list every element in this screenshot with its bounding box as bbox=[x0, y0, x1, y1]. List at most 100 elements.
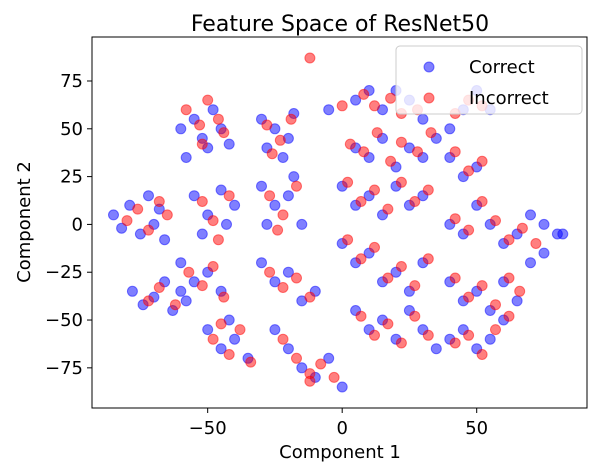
point-incorrect-101 bbox=[490, 324, 501, 336]
point-correct-117 bbox=[525, 257, 536, 269]
point-correct-52 bbox=[282, 266, 294, 278]
y-tick-label: 0 bbox=[72, 214, 83, 235]
point-incorrect-26 bbox=[215, 318, 227, 330]
point-incorrect-5 bbox=[143, 295, 154, 307]
point-correct-8 bbox=[126, 285, 138, 297]
point-correct-109 bbox=[525, 209, 536, 221]
point-correct-47 bbox=[296, 218, 308, 230]
point-correct-49 bbox=[288, 171, 300, 183]
point-incorrect-49 bbox=[385, 92, 397, 104]
point-correct-34 bbox=[215, 343, 227, 355]
point-incorrect-94 bbox=[476, 280, 488, 292]
point-correct-45 bbox=[269, 199, 281, 211]
point-incorrect-10 bbox=[202, 94, 214, 106]
point-incorrect-15 bbox=[207, 215, 219, 227]
point-incorrect-37 bbox=[291, 272, 302, 284]
point-correct-121 bbox=[484, 333, 496, 345]
point-correct-43 bbox=[277, 152, 289, 163]
point-incorrect-20 bbox=[207, 261, 219, 272]
point-incorrect-69 bbox=[382, 272, 394, 284]
point-incorrect-27 bbox=[261, 119, 273, 131]
x-axis-title: Component 1 bbox=[279, 442, 401, 463]
point-incorrect-7 bbox=[169, 299, 181, 311]
point-incorrect-77 bbox=[409, 310, 421, 322]
legend-box bbox=[395, 45, 583, 115]
legend-label-correct: Correct bbox=[469, 57, 535, 78]
point-incorrect-99 bbox=[463, 329, 475, 341]
point-incorrect-17 bbox=[212, 234, 224, 246]
point-incorrect-9 bbox=[194, 119, 206, 131]
point-correct-116 bbox=[511, 295, 523, 307]
point-incorrect-44 bbox=[304, 375, 316, 387]
legend: Correct Incorrect bbox=[395, 45, 583, 115]
y-axis-title: Component 2 bbox=[14, 161, 35, 283]
point-incorrect-28 bbox=[274, 134, 286, 146]
point-incorrect-71 bbox=[409, 280, 421, 292]
point-correct-44 bbox=[256, 180, 267, 192]
point-incorrect-16 bbox=[223, 190, 235, 202]
point-incorrect-25 bbox=[245, 356, 257, 368]
point-correct-32 bbox=[180, 295, 192, 307]
point-incorrect-23 bbox=[223, 349, 235, 360]
point-incorrect-86 bbox=[463, 224, 475, 236]
point-incorrect-102 bbox=[503, 310, 515, 322]
point-correct-62 bbox=[350, 94, 362, 106]
point-incorrect-100 bbox=[476, 349, 488, 360]
point-correct-51 bbox=[269, 276, 281, 288]
points-layer bbox=[108, 52, 569, 393]
point-incorrect-57 bbox=[412, 146, 423, 158]
point-incorrect-65 bbox=[422, 184, 434, 196]
point-incorrect-39 bbox=[277, 333, 289, 345]
point-correct-67 bbox=[417, 113, 429, 125]
point-correct-26 bbox=[196, 228, 208, 240]
point-incorrect-24 bbox=[234, 324, 246, 336]
point-correct-13 bbox=[175, 285, 187, 297]
point-incorrect-42 bbox=[315, 358, 327, 370]
point-incorrect-46 bbox=[336, 100, 348, 112]
point-incorrect-13 bbox=[218, 127, 230, 139]
point-incorrect-64 bbox=[409, 196, 421, 207]
point-incorrect-85 bbox=[449, 213, 461, 225]
point-incorrect-21 bbox=[218, 291, 230, 303]
point-incorrect-68 bbox=[369, 241, 380, 253]
point-incorrect-73 bbox=[355, 310, 367, 322]
point-correct-4 bbox=[143, 190, 154, 202]
point-incorrect-74 bbox=[369, 329, 380, 341]
point-incorrect-14 bbox=[196, 196, 208, 207]
point-incorrect-31 bbox=[264, 190, 276, 202]
point-correct-55 bbox=[269, 324, 281, 336]
point-correct-61 bbox=[323, 104, 335, 116]
point-correct-22 bbox=[188, 190, 200, 202]
point-incorrect-4 bbox=[161, 209, 173, 221]
point-incorrect-35 bbox=[264, 266, 276, 278]
point-incorrect-59 bbox=[342, 176, 354, 188]
point-correct-14 bbox=[175, 123, 187, 135]
point-incorrect-75 bbox=[382, 318, 394, 330]
point-incorrect-93 bbox=[463, 291, 475, 303]
point-incorrect-89 bbox=[503, 234, 515, 246]
point-incorrect-66 bbox=[342, 234, 354, 246]
point-incorrect-84 bbox=[476, 155, 488, 167]
y-tick-label: 50 bbox=[60, 119, 83, 140]
point-correct-125 bbox=[557, 228, 569, 240]
point-correct-95 bbox=[430, 343, 442, 355]
point-incorrect-32 bbox=[277, 209, 289, 221]
point-correct-50 bbox=[256, 257, 267, 269]
point-correct-1 bbox=[116, 222, 128, 234]
point-incorrect-47 bbox=[358, 88, 370, 100]
point-incorrect-54 bbox=[371, 127, 383, 139]
point-correct-24 bbox=[215, 184, 227, 196]
point-incorrect-38 bbox=[304, 291, 316, 303]
legend-marker-incorrect bbox=[423, 92, 435, 104]
point-incorrect-34 bbox=[272, 224, 284, 236]
point-incorrect-1 bbox=[132, 203, 144, 215]
point-incorrect-56 bbox=[395, 136, 407, 148]
point-correct-28 bbox=[175, 257, 187, 269]
point-correct-35 bbox=[229, 333, 241, 345]
point-incorrect-72 bbox=[422, 253, 434, 265]
point-correct-0 bbox=[108, 209, 119, 221]
point-correct-33 bbox=[202, 324, 214, 336]
point-correct-17 bbox=[207, 104, 219, 116]
x-axis: −50 0 50 bbox=[189, 408, 488, 439]
